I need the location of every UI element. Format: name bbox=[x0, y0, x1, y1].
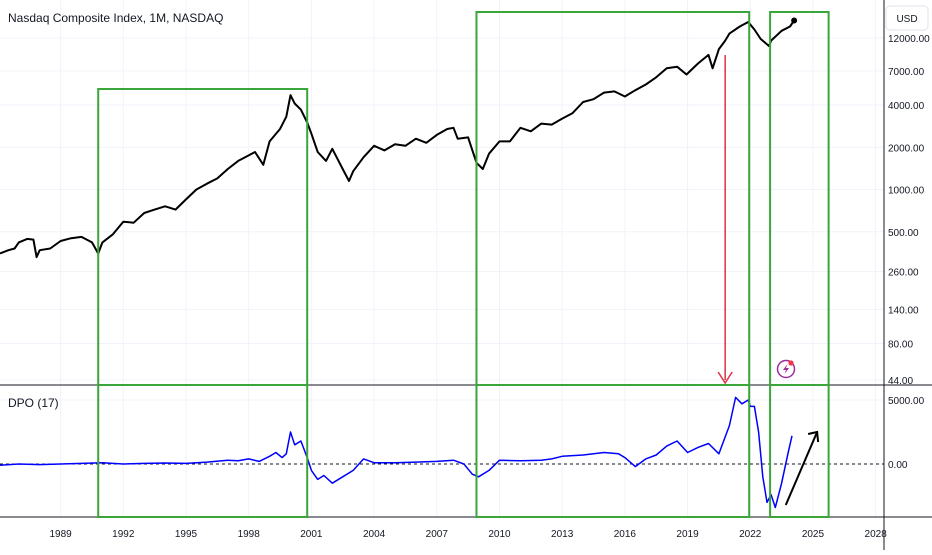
dpo-axis-tick-label: 5000.00 bbox=[888, 396, 925, 407]
highlight-boxes bbox=[97, 11, 830, 518]
price-axis-tick-label: 4000.00 bbox=[888, 101, 925, 112]
price-axis-tick-label: 260.00 bbox=[888, 268, 919, 279]
highlight-box-dpo bbox=[475, 384, 751, 518]
grid bbox=[0, 0, 884, 517]
price-axis-tick-label: 2000.00 bbox=[888, 143, 925, 154]
time-axis-tick-label: 2019 bbox=[676, 529, 699, 540]
price-axis-tick-label: 80.00 bbox=[888, 340, 913, 351]
time-axis-tick-label: 2010 bbox=[488, 529, 511, 540]
dpo-pane[interactable] bbox=[0, 396, 884, 509]
price-axis-tick-label: 1000.00 bbox=[888, 186, 925, 197]
time-axis[interactable]: 1989 1992 1995 1998 2001 2004 2007 2010 2013 2016… bbox=[49, 529, 887, 540]
time-axis-tick-label: 2001 bbox=[300, 529, 323, 540]
price-axis-tick-label: 500.00 bbox=[888, 228, 919, 239]
dpo-series-line bbox=[0, 396, 793, 509]
highlight-box-dpo bbox=[97, 384, 309, 518]
dpo-axis[interactable]: 5000.00 0.00 bbox=[888, 396, 925, 471]
price-axis-tick-label: 140.00 bbox=[888, 305, 919, 316]
last-price-marker bbox=[791, 17, 798, 24]
price-axis[interactable]: 12000.00 7000.00 4000.00 2000.00 1000.00 500.… bbox=[888, 34, 930, 387]
price-pane[interactable] bbox=[0, 17, 798, 259]
time-axis-tick-label: 2013 bbox=[551, 529, 574, 540]
time-axis-tick-label: 2025 bbox=[802, 529, 825, 540]
time-axis-tick-label: 1998 bbox=[238, 529, 261, 540]
price-series-line bbox=[0, 19, 795, 259]
time-axis-tick-label: 2007 bbox=[426, 529, 449, 540]
price-axis-tick-label: 7000.00 bbox=[888, 67, 925, 78]
time-axis-tick-label: 2004 bbox=[363, 529, 386, 540]
time-axis-tick-label: 1992 bbox=[112, 529, 135, 540]
lightning-icon[interactable] bbox=[776, 359, 796, 379]
price-axis-tick-label: 44.00 bbox=[888, 376, 913, 387]
time-axis-tick-label: 1995 bbox=[175, 529, 198, 540]
down-arrow-head bbox=[717, 371, 733, 385]
time-axis-tick-label: 2022 bbox=[739, 529, 762, 540]
highlight-box-dpo bbox=[769, 384, 830, 518]
indicator-title: DPO (17) bbox=[8, 396, 59, 410]
up-arrow-head bbox=[807, 430, 820, 443]
up-arrow-shaft bbox=[784, 431, 819, 506]
currency-label: USD bbox=[896, 14, 917, 25]
currency-badge[interactable]: USD bbox=[885, 5, 929, 31]
chart-title: Nasdaq Composite Index, 1M, NASDAQ bbox=[8, 11, 223, 25]
time-axis-tick-label: 2016 bbox=[614, 529, 637, 540]
time-axis-tick-label: 2028 bbox=[865, 529, 888, 540]
annotation-arrows bbox=[717, 55, 820, 506]
time-axis-tick-label: 1989 bbox=[49, 529, 72, 540]
dpo-axis-tick-label: 0.00 bbox=[888, 460, 908, 471]
price-axis-tick-label: 12000.00 bbox=[888, 34, 930, 45]
